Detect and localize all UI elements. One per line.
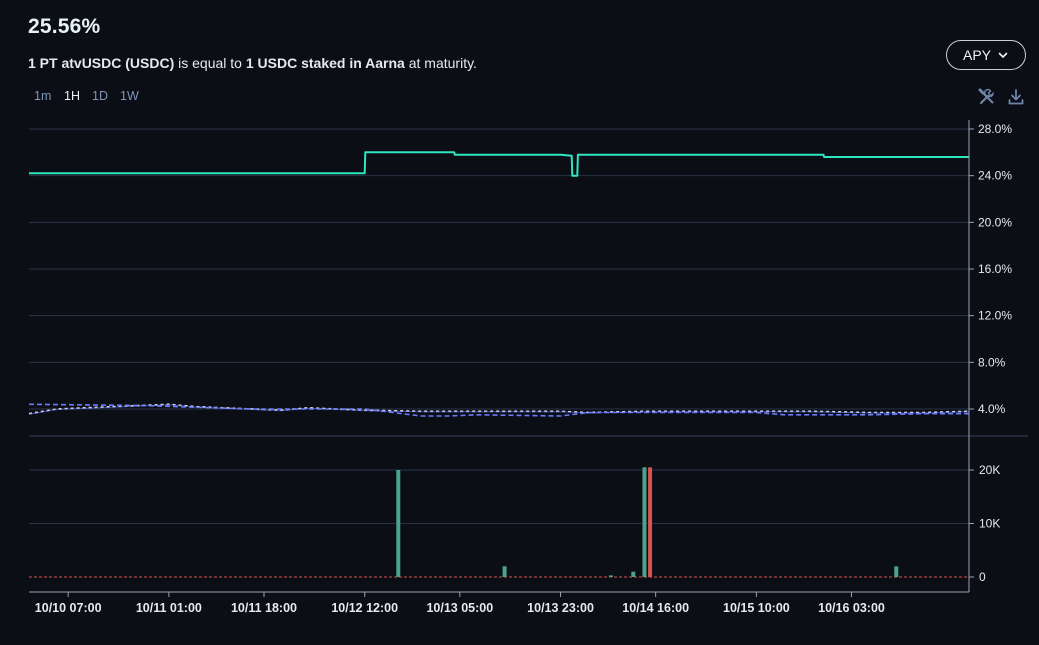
x-tick-label: 10/13 23:00 bbox=[527, 601, 594, 615]
y-tick-label-upper: 24.0% bbox=[978, 169, 1012, 183]
series-line-dashed bbox=[28, 403, 969, 417]
y-tick-label-upper: 28.0% bbox=[978, 122, 1012, 136]
x-tick-label: 10/11 01:00 bbox=[136, 601, 202, 615]
y-tick-label-upper: 4.0% bbox=[978, 402, 1006, 416]
y-tick-label-upper: 12.0% bbox=[978, 309, 1012, 323]
x-tick-label: 10/13 05:00 bbox=[426, 601, 493, 615]
y-tick-label-upper: 8.0% bbox=[978, 355, 1006, 369]
x-tick-label: 10/10 07:00 bbox=[35, 601, 102, 615]
volume-bar-buy bbox=[502, 566, 507, 577]
y-tick-label-upper: 20.0% bbox=[978, 215, 1012, 229]
timeframe-1w[interactable]: 1W bbox=[120, 89, 139, 103]
x-tick-label: 10/12 12:00 bbox=[331, 601, 398, 615]
series-line-underlying-solid bbox=[28, 404, 970, 415]
grid-layer bbox=[29, 128, 1028, 578]
y-tick-label-lower: 10K bbox=[979, 517, 1000, 531]
x-tick-label: 10/16 03:00 bbox=[818, 601, 885, 615]
axis-layer: 28.0% 24.0% 20.0% 16.0% 12.0% 8.0% 4.0% 20K 10K 0… bbox=[29, 120, 1012, 615]
current-apy-value: 25.56% bbox=[28, 15, 101, 38]
description-part-3: 1 USDC staked in Aarna bbox=[245, 55, 405, 71]
description-part-1: 1 PT atvUSDC (USDC) bbox=[28, 55, 175, 71]
x-tick-label: 10/11 18:00 bbox=[231, 601, 297, 615]
description-part-4: at maturity. bbox=[404, 55, 477, 71]
volume-bar-buy bbox=[608, 575, 613, 577]
maturity-description: 1 PT atvUSDC (USDC) is equal to 1 USDC s… bbox=[28, 55, 477, 71]
description-part-2: is equal to bbox=[174, 55, 246, 71]
y-tick-label-upper: 16.0% bbox=[978, 262, 1012, 276]
timeframe-1m[interactable]: 1m bbox=[34, 89, 52, 103]
y-tick-label-lower: 20K bbox=[979, 463, 1000, 477]
y-tick-label-lower: 0 bbox=[979, 570, 986, 584]
lines-layer bbox=[28, 151, 970, 417]
volume-bar-sell bbox=[648, 467, 653, 577]
metric-selector-button[interactable]: APY bbox=[946, 40, 1026, 70]
chevron-down-icon bbox=[998, 52, 1008, 58]
volume-bar-buy bbox=[631, 571, 636, 577]
volume-bar-buy bbox=[642, 467, 647, 577]
tools-icon[interactable] bbox=[978, 88, 996, 106]
bars-layer bbox=[396, 467, 899, 577]
metric-selector-label: APY bbox=[962, 47, 991, 63]
timeframe-1h[interactable]: 1H bbox=[64, 89, 80, 103]
timeframe-1d[interactable]: 1D bbox=[92, 89, 108, 103]
series-line-solid bbox=[29, 151, 969, 177]
download-icon[interactable] bbox=[1007, 88, 1025, 106]
x-tick-label: 10/14 16:00 bbox=[622, 601, 689, 615]
volume-bar-buy2 bbox=[894, 566, 899, 577]
volume-bar-buy bbox=[396, 470, 401, 577]
x-tick-label: 10/15 10:00 bbox=[723, 601, 790, 615]
